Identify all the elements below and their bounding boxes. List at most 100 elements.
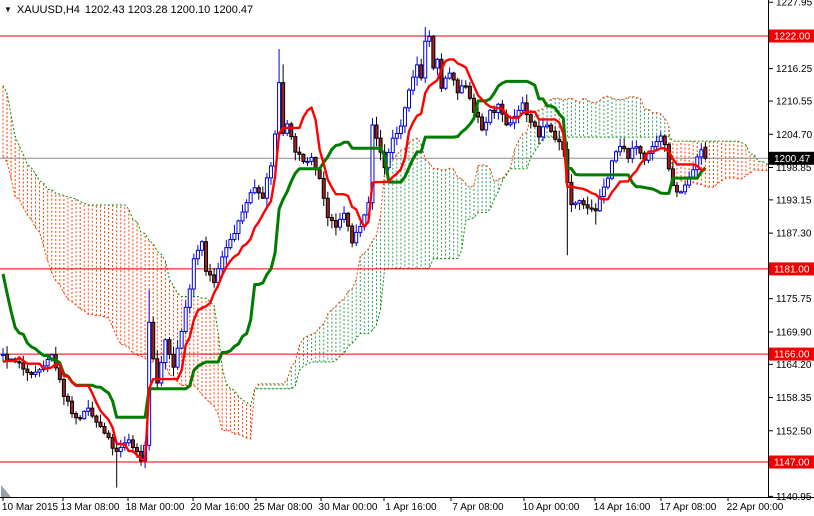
candle-body [126, 439, 131, 444]
candle-body [220, 256, 225, 270]
time-tick-label: 1 Apr 16:00 [385, 502, 437, 513]
candle-body [78, 417, 83, 420]
candle-body [305, 160, 310, 164]
candle-body [679, 191, 684, 194]
candle-body [557, 138, 562, 143]
time-tick-label: 10 Apr 00:00 [523, 502, 580, 513]
candle-body [159, 362, 164, 384]
candle-body [151, 321, 156, 360]
candle-body [447, 72, 452, 79]
candle-body [455, 79, 460, 94]
price-tick-label: 1187.30 [776, 229, 812, 240]
candle-body [264, 177, 269, 199]
candle-body [488, 109, 493, 123]
price-tick-label: 1169.90 [776, 327, 812, 338]
candle-body [37, 369, 42, 373]
candle-body [605, 177, 610, 188]
candle-body [195, 249, 200, 260]
time-tick-label: 10 Mar 2015 [2, 502, 59, 513]
candle-body [577, 200, 582, 204]
candle-body [443, 77, 448, 89]
level-badge-label: 1166.00 [774, 350, 810, 361]
candle-body [431, 36, 436, 69]
candle-body [614, 151, 619, 162]
candle-body [297, 151, 302, 155]
candle-body [536, 125, 541, 138]
candle-body [411, 76, 416, 91]
candle-body [236, 220, 241, 235]
candle-body [638, 146, 643, 154]
candle-body [171, 353, 176, 368]
price-tick-label: 1216.25 [776, 64, 813, 75]
candle-body [703, 146, 708, 159]
ichimoku-cloud [2, 85, 767, 439]
price-tick-label: 1193.15 [776, 195, 812, 206]
senkou-span-b-line [2, 85, 768, 407]
candle-body [204, 241, 208, 272]
candle-body [29, 371, 34, 375]
candle-body [333, 220, 338, 228]
candle-body [524, 102, 529, 116]
candle-body [589, 207, 594, 210]
candle-body [228, 238, 233, 249]
symbol-dropdown-icon[interactable]: ▼ [4, 5, 12, 14]
candle-body [350, 225, 355, 244]
candle-body [33, 371, 38, 375]
candle-body [191, 258, 196, 290]
symbol-period-label: XAUUSD,H4 [16, 4, 80, 16]
candle-body [398, 125, 403, 135]
candle-body [634, 146, 639, 149]
tenkan-sen-line [2, 58, 706, 462]
candle-body [540, 126, 545, 138]
level-badge-bg [769, 455, 814, 469]
candle-body [118, 446, 123, 452]
candle-body [683, 184, 688, 193]
candle-body [134, 447, 139, 452]
level-badge-bg [769, 29, 814, 43]
candle-body [309, 156, 314, 162]
candle-body [346, 212, 351, 227]
candle-body [699, 149, 704, 158]
candle-body [581, 200, 586, 206]
candle-body [1, 353, 5, 356]
candle-body [593, 208, 598, 212]
time-tick-label: 22 Apr 00:00 [727, 502, 784, 513]
candle-body [252, 187, 257, 194]
candle-body [528, 114, 533, 123]
candle-body [402, 107, 407, 127]
candle-body [248, 192, 253, 204]
candle-body [626, 148, 631, 159]
candle-body [163, 339, 168, 364]
candle-body [130, 439, 135, 449]
candle-body [183, 306, 188, 332]
candle-body [358, 225, 363, 233]
candle-body [484, 121, 489, 131]
candle-body [585, 204, 590, 209]
candle-body [492, 109, 497, 114]
candle-body [695, 156, 700, 171]
candle-body [415, 64, 420, 78]
candle-body [601, 186, 606, 197]
candle-body [260, 192, 265, 199]
candle-body [618, 145, 623, 153]
level-badge-bg [769, 347, 814, 361]
candle-body [5, 353, 10, 361]
candle-body [70, 400, 75, 415]
candle-body [435, 58, 440, 69]
time-tick-label: 13 Mar 08:00 [61, 502, 120, 513]
candle-body [467, 85, 472, 99]
candle-body [370, 124, 375, 204]
time-tick-label: 14 Apr 16:00 [594, 502, 651, 513]
candle-body [45, 358, 50, 367]
candle-body [232, 233, 237, 240]
candle-body [674, 184, 679, 193]
time-tick-label: 7 Apr 08:00 [452, 502, 504, 513]
candle-body [553, 130, 558, 140]
candle-body [301, 153, 306, 163]
candle-body [240, 211, 245, 222]
candle-body [74, 413, 79, 419]
candle-body [90, 407, 95, 417]
price-tick-label: 1140.95 [776, 492, 812, 503]
candle-body [597, 195, 602, 212]
